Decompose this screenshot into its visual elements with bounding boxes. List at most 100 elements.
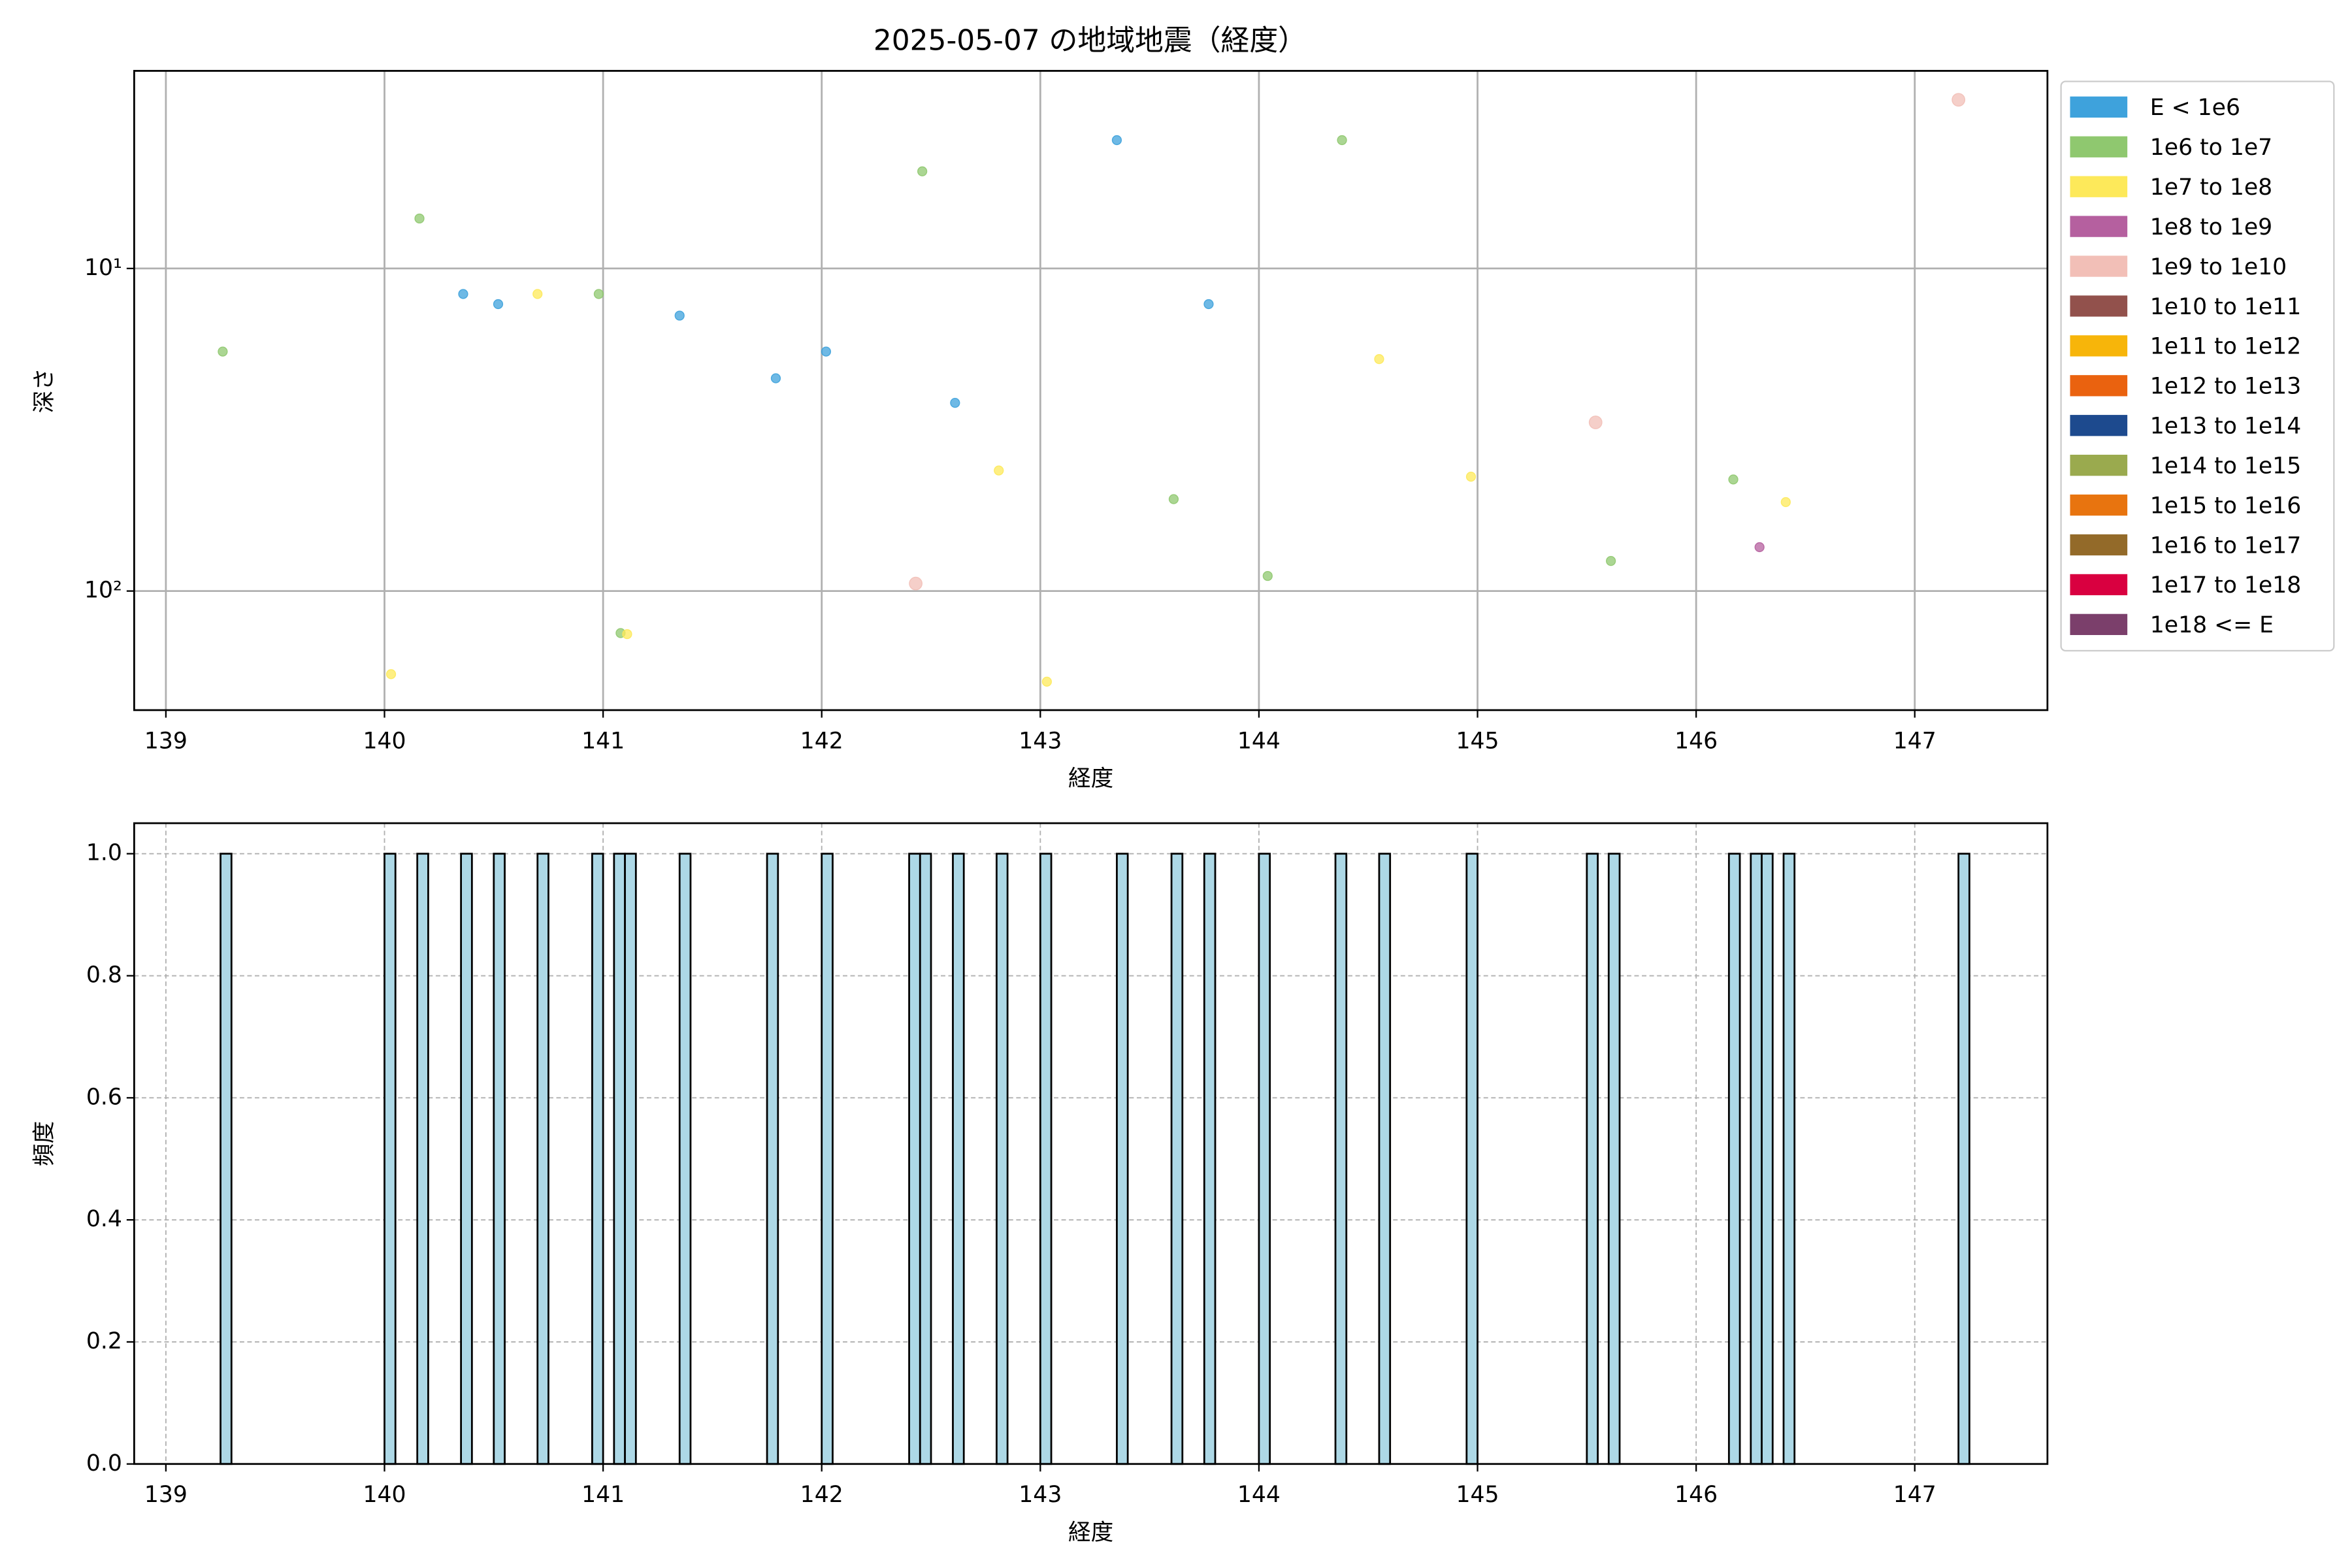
scatter-point — [770, 373, 781, 384]
y-axis-label: 深さ — [31, 368, 57, 413]
scatter-point — [1952, 93, 1966, 107]
y-tick-label: 0.2 — [86, 1328, 122, 1354]
histogram-bar — [766, 853, 779, 1465]
scatter-point — [385, 669, 397, 679]
legend-swatch — [2070, 415, 2128, 436]
y-tick-label: 0.6 — [86, 1084, 122, 1110]
legend-label: 1e13 to 1e14 — [2150, 414, 2301, 440]
legend-label: 1e11 to 1e12 — [2150, 334, 2301, 360]
legend-frame — [2060, 80, 2335, 652]
legend-swatch — [2070, 494, 2128, 516]
legend-label: 1e15 to 1e16 — [2150, 493, 2301, 519]
histogram-bar — [1170, 853, 1184, 1465]
legend-swatch — [2070, 335, 2128, 357]
legend-swatch — [2070, 216, 2128, 237]
legend-swatch — [2070, 613, 2128, 635]
scatter-point — [1754, 542, 1765, 553]
legend-label: 1e10 to 1e11 — [2150, 294, 2301, 320]
x-tick-label: 140 — [363, 728, 406, 754]
scatter-point — [1168, 494, 1179, 504]
scatter-point — [1780, 497, 1791, 508]
x-tick-label: 141 — [581, 1482, 625, 1508]
x-axis-label: 経度 — [1068, 1520, 1113, 1546]
y-tick-label: 0.4 — [86, 1206, 122, 1232]
y-tick-label: 1.0 — [86, 840, 122, 866]
scatter-point — [532, 289, 543, 299]
x-tick-label: 147 — [1893, 728, 1936, 754]
histogram-bar — [908, 853, 921, 1465]
histogram-bar — [1607, 853, 1621, 1465]
histogram-bar — [536, 853, 549, 1465]
legend-swatch — [2070, 136, 2128, 157]
legend-swatch — [2070, 375, 2128, 397]
scatter-point — [909, 576, 923, 591]
histogram-bar — [678, 853, 692, 1465]
legend-label: 1e6 to 1e7 — [2150, 135, 2272, 161]
scatter-point — [917, 166, 928, 176]
x-tick-label: 143 — [1019, 1482, 1062, 1508]
legend-swatch — [2070, 176, 2128, 197]
legend-label: 1e16 to 1e17 — [2150, 532, 2301, 559]
histogram-bar — [1334, 853, 1348, 1465]
histogram-bar — [591, 853, 604, 1465]
y-axis-label: 頻度 — [31, 1121, 57, 1166]
histogram-bar — [1203, 853, 1217, 1465]
scatter-point — [1203, 299, 1214, 310]
legend-swatch — [2070, 534, 2128, 556]
x-tick-label: 140 — [363, 1482, 406, 1508]
legend-swatch — [2070, 255, 2128, 277]
scatter-point — [994, 465, 1004, 476]
histogram-bar — [1761, 853, 1774, 1465]
histogram-bar — [952, 853, 965, 1465]
legend-label: E < 1e6 — [2150, 95, 2240, 121]
histogram-bar — [996, 853, 1009, 1465]
histogram-bar — [220, 853, 233, 1465]
legend-label: 1e8 to 1e9 — [2150, 214, 2272, 240]
scatter-point — [1262, 570, 1273, 581]
legend: E < 1e6 1e6 to 1e7 1e7 to 1e8 1e8 to 1e9 1e9… — [2060, 80, 2335, 652]
histogram-bar — [1782, 853, 1796, 1465]
scatter-point — [1588, 416, 1603, 429]
histogram-bar — [384, 853, 397, 1465]
histogram-bar — [1039, 853, 1053, 1465]
plot-frame — [133, 822, 2049, 1465]
histogram-bar — [613, 853, 626, 1465]
scatter-point — [1465, 471, 1477, 482]
scatter-point — [493, 299, 504, 310]
x-tick-label: 144 — [1237, 728, 1281, 754]
histogram-bar — [1116, 853, 1129, 1465]
scatter-point — [674, 310, 685, 321]
histogram-bar — [416, 853, 429, 1465]
scatter-point — [458, 289, 468, 299]
scatter-point — [1337, 135, 1347, 146]
scatter-point — [593, 289, 604, 299]
legend-label: 1e12 to 1e13 — [2150, 374, 2301, 400]
x-tick-label: 142 — [800, 728, 843, 754]
histogram-bar — [821, 853, 834, 1465]
histogram-bar — [493, 853, 506, 1465]
x-tick-label: 142 — [800, 1482, 843, 1508]
histogram-bar — [1727, 853, 1741, 1465]
scatter-point — [414, 213, 425, 224]
scatter-point — [821, 346, 832, 357]
x-tick-label: 141 — [581, 728, 625, 754]
scatter-point — [1728, 474, 1739, 485]
x-tick-label: 139 — [144, 1482, 188, 1508]
histogram-bar — [1378, 853, 1392, 1465]
legend-swatch — [2070, 574, 2128, 596]
scatter-point — [1606, 556, 1616, 566]
scatter-point — [1041, 676, 1052, 687]
scatter-point — [950, 398, 960, 408]
histogram-bar — [1957, 853, 1970, 1465]
legend-label: 1e7 to 1e8 — [2150, 174, 2272, 201]
x-tick-label: 145 — [1456, 728, 1499, 754]
legend-label: 1e17 to 1e18 — [2150, 572, 2301, 598]
x-tick-label: 143 — [1019, 728, 1062, 754]
x-tick-label: 145 — [1456, 1482, 1499, 1508]
plot-frame — [133, 70, 2049, 711]
x-tick-label: 147 — [1893, 1482, 1936, 1508]
x-tick-label: 139 — [144, 728, 188, 754]
scatter-point — [622, 629, 632, 640]
legend-swatch — [2070, 295, 2128, 317]
